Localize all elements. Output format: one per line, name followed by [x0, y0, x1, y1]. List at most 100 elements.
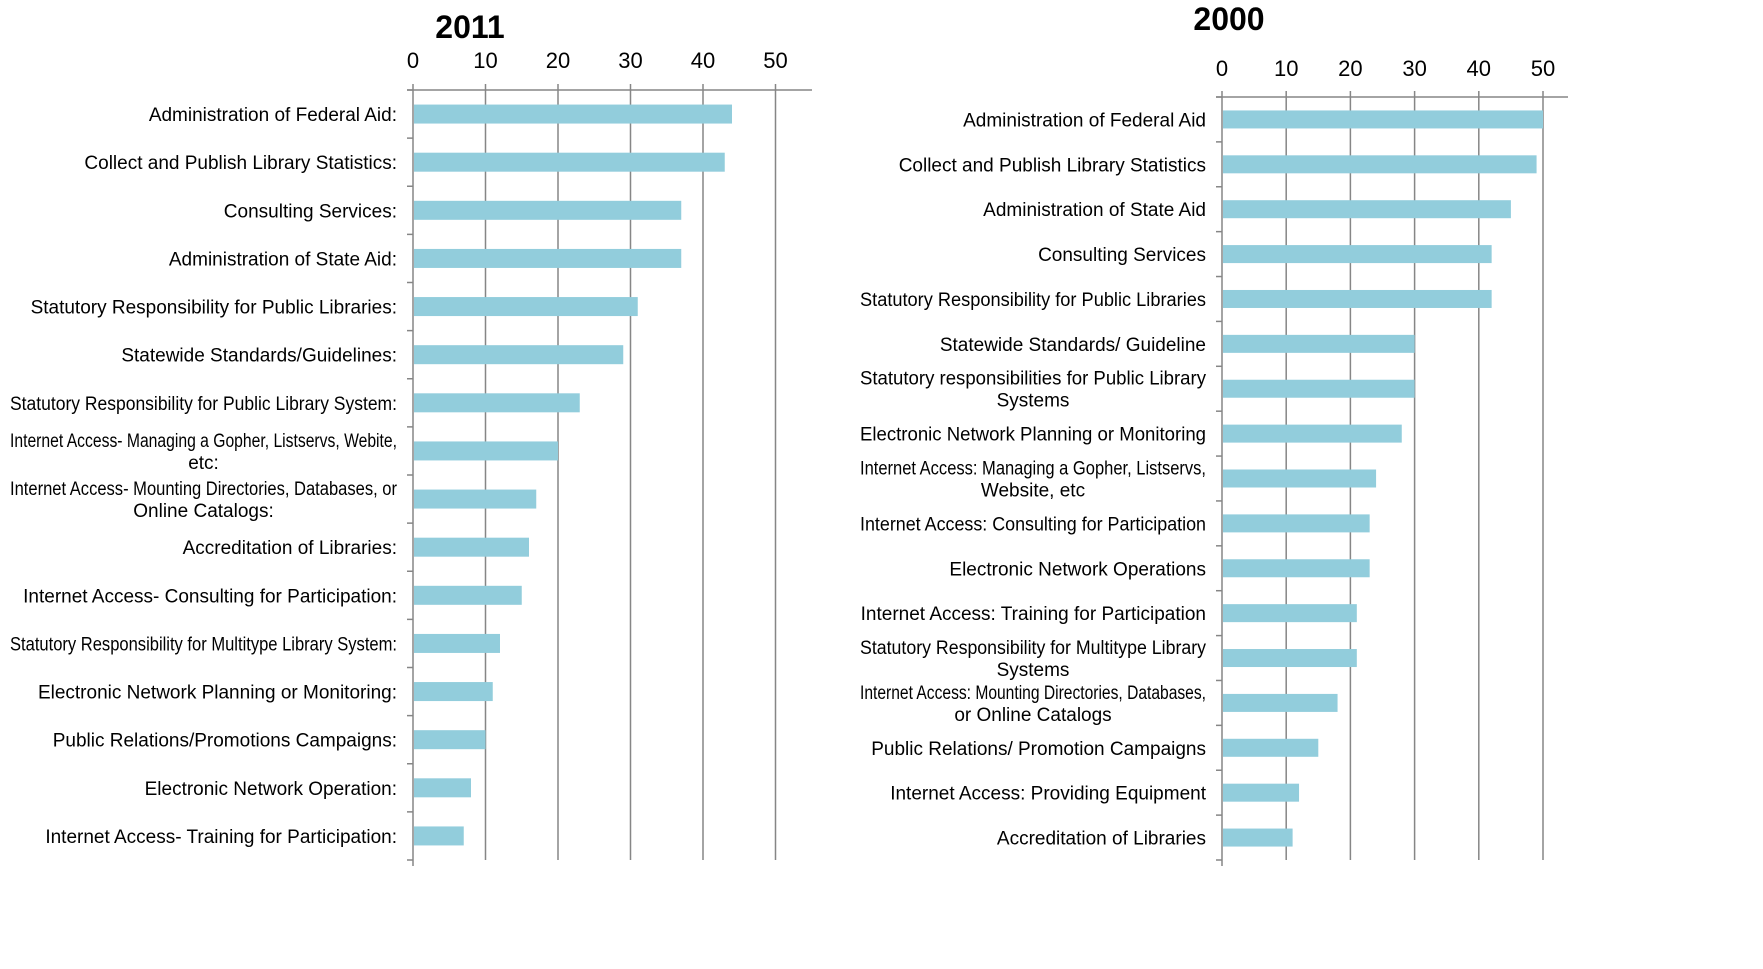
bar-2000-4: [1223, 289, 1492, 308]
category-label-line-2011-0-0: Administration of Federal Aid:: [149, 105, 397, 126]
category-label-2000-12: Statutory Responsibility for Multitype L…: [860, 638, 1206, 681]
bar-2000-0: [1223, 110, 1543, 129]
x-tick-label-2000-30: 30: [1402, 56, 1426, 81]
bar-2011-2: [414, 200, 682, 220]
category-label-line-2011-2-0: Consulting Services:: [224, 201, 397, 222]
x-tick-label-2011-0: 0: [407, 48, 419, 73]
x-tick-label-2000-10: 10: [1274, 56, 1298, 81]
category-label-line-2011-8-1: Online Catalogs:: [133, 501, 273, 522]
category-label-line-2000-7-0: Electronic Network Planning or Monitorin…: [860, 425, 1206, 446]
bar-2000-5: [1223, 334, 1415, 353]
category-label-2011-9: Accreditation of Libraries:: [183, 538, 397, 559]
bar-2000-15: [1223, 783, 1300, 802]
bar-2011-7: [414, 441, 558, 461]
category-label-2011-2: Consulting Services:: [224, 201, 397, 222]
bar-2000-11: [1223, 604, 1357, 623]
bar-2000-1: [1223, 155, 1537, 174]
bar-2011-12: [414, 682, 493, 702]
category-label-line-2011-14-0: Electronic Network Operation:: [145, 779, 397, 800]
chart-title-2011: 2011: [435, 9, 504, 45]
category-label-2000-0: Administration of Federal Aid: [963, 110, 1206, 131]
category-label-line-2000-0-0: Administration of Federal Aid: [963, 110, 1206, 131]
category-label-line-2000-3-0: Consulting Services: [1038, 245, 1206, 266]
category-label-line-2000-10-0: Electronic Network Operations: [949, 559, 1206, 580]
category-label-line-2000-4-0: Statutory Responsibility for Public Libr…: [860, 290, 1206, 311]
category-label-line-2000-16-0: Accreditation of Libraries: [997, 829, 1206, 850]
category-label-line-2011-5-0: Statewide Standards/Guidelines:: [121, 346, 397, 367]
bar-2000-8: [1223, 469, 1377, 488]
category-label-2011-5: Statewide Standards/Guidelines:: [121, 346, 397, 367]
category-label-line-2000-15-0: Internet Access: Providing Equipment: [890, 784, 1207, 805]
category-label-2011-4: Statutory Responsibility for Public Libr…: [31, 298, 397, 319]
category-label-line-2000-8-0: Internet Access: Managing a Gopher, List…: [860, 459, 1206, 480]
category-label-2000-10: Electronic Network Operations: [949, 559, 1206, 580]
category-label-line-2011-7-1: etc:: [188, 453, 219, 474]
bar-2011-0: [414, 104, 732, 124]
category-label-line-2000-13-1: or Online Catalogs: [954, 705, 1111, 726]
category-label-2000-15: Internet Access: Providing Equipment: [890, 784, 1207, 805]
category-label-line-2000-12-1: Systems: [997, 660, 1070, 681]
bar-2000-10: [1223, 559, 1370, 578]
chart-title-2000: 2000: [1193, 1, 1264, 37]
category-label-2000-5: Statewide Standards/ Guideline: [940, 335, 1206, 356]
bar-2011-5: [414, 345, 624, 365]
bar-2000-12: [1223, 649, 1357, 668]
category-label-2000-14: Public Relations/ Promotion Campaigns: [871, 739, 1206, 760]
bar-2000-6: [1223, 379, 1415, 398]
category-label-line-2011-8-0: Internet Access- Mounting Directories, D…: [10, 479, 398, 500]
bar-2000-9: [1223, 514, 1370, 533]
category-label-2011-0: Administration of Federal Aid:: [149, 105, 397, 126]
x-tick-label-2011-10: 10: [473, 48, 497, 73]
category-label-2000-1: Collect and Publish Library Statistics: [899, 155, 1206, 176]
category-label-line-2000-12-0: Statutory Responsibility for Multitype L…: [860, 638, 1206, 659]
x-tick-label-2000-50: 50: [1531, 56, 1555, 81]
category-label-line-2011-13-0: Public Relations/Promotions Campaigns:: [53, 731, 397, 752]
category-label-line-2011-9-0: Accreditation of Libraries:: [183, 538, 397, 559]
category-label-2000-8: Internet Access: Managing a Gopher, List…: [860, 459, 1206, 502]
bar-2000-7: [1223, 424, 1402, 443]
category-label-2011-10: Internet Access- Consulting for Particip…: [23, 586, 397, 607]
category-label-2000-13: Internet Access: Mounting Directories, D…: [860, 683, 1206, 726]
category-label-2000-4: Statutory Responsibility for Public Libr…: [860, 290, 1206, 311]
category-label-line-2011-4-0: Statutory Responsibility for Public Libr…: [31, 298, 397, 319]
bar-2011-8: [414, 489, 537, 509]
category-label-2000-9: Internet Access: Consulting for Particip…: [860, 514, 1206, 535]
chart-2000: 2000 0 10 20 30 40 50 Administration of Federa…: [860, 1, 1568, 866]
category-label-2011-11: Statutory Responsibility for Multitype L…: [10, 634, 397, 655]
category-label-line-2000-6-0: Statutory responsibilities for Public Li…: [860, 369, 1206, 390]
category-label-line-2011-6-0: Statutory Responsibility for Public Libr…: [10, 394, 397, 415]
category-label-line-2011-1-0: Collect and Publish Library Statistics:: [84, 153, 397, 174]
category-label-line-2011-15-0: Internet Access- Training for Participat…: [45, 827, 397, 848]
x-tick-label-2011-40: 40: [691, 48, 715, 73]
bar-2011-13: [414, 730, 486, 750]
bar-2011-15: [414, 826, 464, 846]
chart-2011: 2011 0 10 20 30 40 50 Administration of Federa…: [10, 9, 812, 866]
category-label-2011-3: Administration of State Aid:: [169, 249, 397, 270]
x-tick-label-2011-50: 50: [763, 48, 787, 73]
category-label-line-2000-14-0: Public Relations/ Promotion Campaigns: [871, 739, 1206, 760]
category-label-line-2011-12-0: Electronic Network Planning or Monitorin…: [38, 683, 397, 704]
x-tick-label-2011-20: 20: [546, 48, 570, 73]
category-label-2011-1: Collect and Publish Library Statistics:: [84, 153, 397, 174]
bar-2011-11: [414, 633, 500, 653]
category-label-2011-7: Internet Access- Managing a Gopher, List…: [10, 431, 397, 474]
bar-2011-9: [414, 537, 529, 557]
category-label-2000-7: Electronic Network Planning or Monitorin…: [860, 425, 1206, 446]
category-label-2011-15: Internet Access- Training for Participat…: [45, 827, 397, 848]
bar-2000-2: [1223, 200, 1511, 219]
category-label-line-2011-11-0: Statutory Responsibility for Multitype L…: [10, 634, 397, 655]
category-label-2011-6: Statutory Responsibility for Public Libr…: [10, 394, 397, 415]
bar-2011-6: [414, 393, 580, 413]
category-label-2011-8: Internet Access- Mounting Directories, D…: [10, 479, 398, 522]
category-label-2011-12: Electronic Network Planning or Monitorin…: [38, 683, 397, 704]
x-tick-label-2000-0: 0: [1216, 56, 1228, 81]
category-label-line-2000-8-1: Website, etc: [981, 481, 1085, 502]
category-label-line-2000-9-0: Internet Access: Consulting for Particip…: [860, 514, 1206, 535]
x-tick-label-2000-40: 40: [1467, 56, 1491, 81]
bar-2011-1: [414, 152, 725, 172]
category-label-line-2011-7-0: Internet Access- Managing a Gopher, List…: [10, 431, 397, 452]
bar-2011-3: [414, 248, 682, 268]
category-label-line-2000-11-0: Internet Access: Training for Participat…: [861, 604, 1206, 625]
category-label-line-2000-2-0: Administration of State Aid: [983, 200, 1206, 221]
